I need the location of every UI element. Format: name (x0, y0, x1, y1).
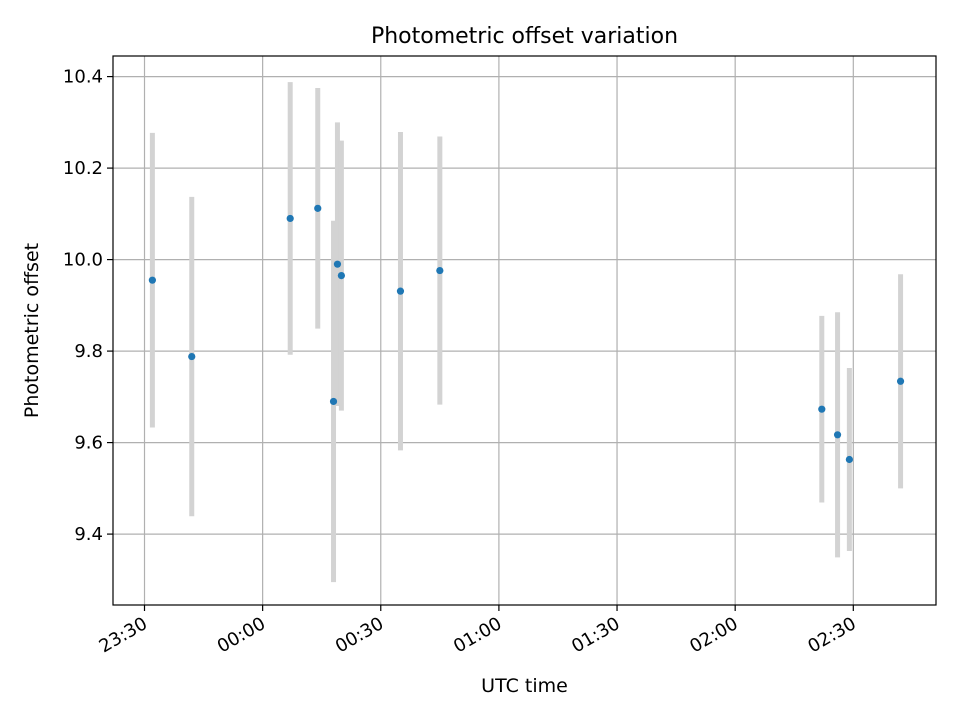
data-point (148, 276, 156, 284)
grid (113, 56, 936, 605)
plot-frame (112, 55, 937, 606)
y-tick-label: 9.4 (74, 524, 103, 545)
data-point (314, 204, 322, 212)
x-axis-label: UTC time (481, 675, 568, 697)
data-point (333, 260, 342, 268)
y-axis-label: Photometric offset (21, 243, 43, 418)
data-point (337, 272, 345, 280)
data-point (896, 377, 905, 385)
y-axis-ticks: 9.4 9.6 9.8 10.0 10.2 10.4 (63, 67, 113, 545)
data-point (845, 455, 853, 464)
y-tick-label: 9.8 (74, 341, 103, 362)
data-point (286, 214, 294, 223)
y-tick-label: 9.6 (74, 433, 103, 454)
data-point (818, 405, 826, 413)
y-tick-label: 10.0 (63, 250, 103, 271)
data-point (436, 266, 444, 275)
data-point (833, 431, 842, 439)
chart-title: Photometric offset variation (371, 24, 678, 49)
data-points (148, 204, 905, 464)
y-tick-label: 10.4 (63, 67, 103, 88)
data-point (329, 397, 338, 406)
y-tick-label: 10.2 (63, 158, 103, 179)
data-point (188, 352, 196, 361)
data-point (396, 287, 405, 295)
